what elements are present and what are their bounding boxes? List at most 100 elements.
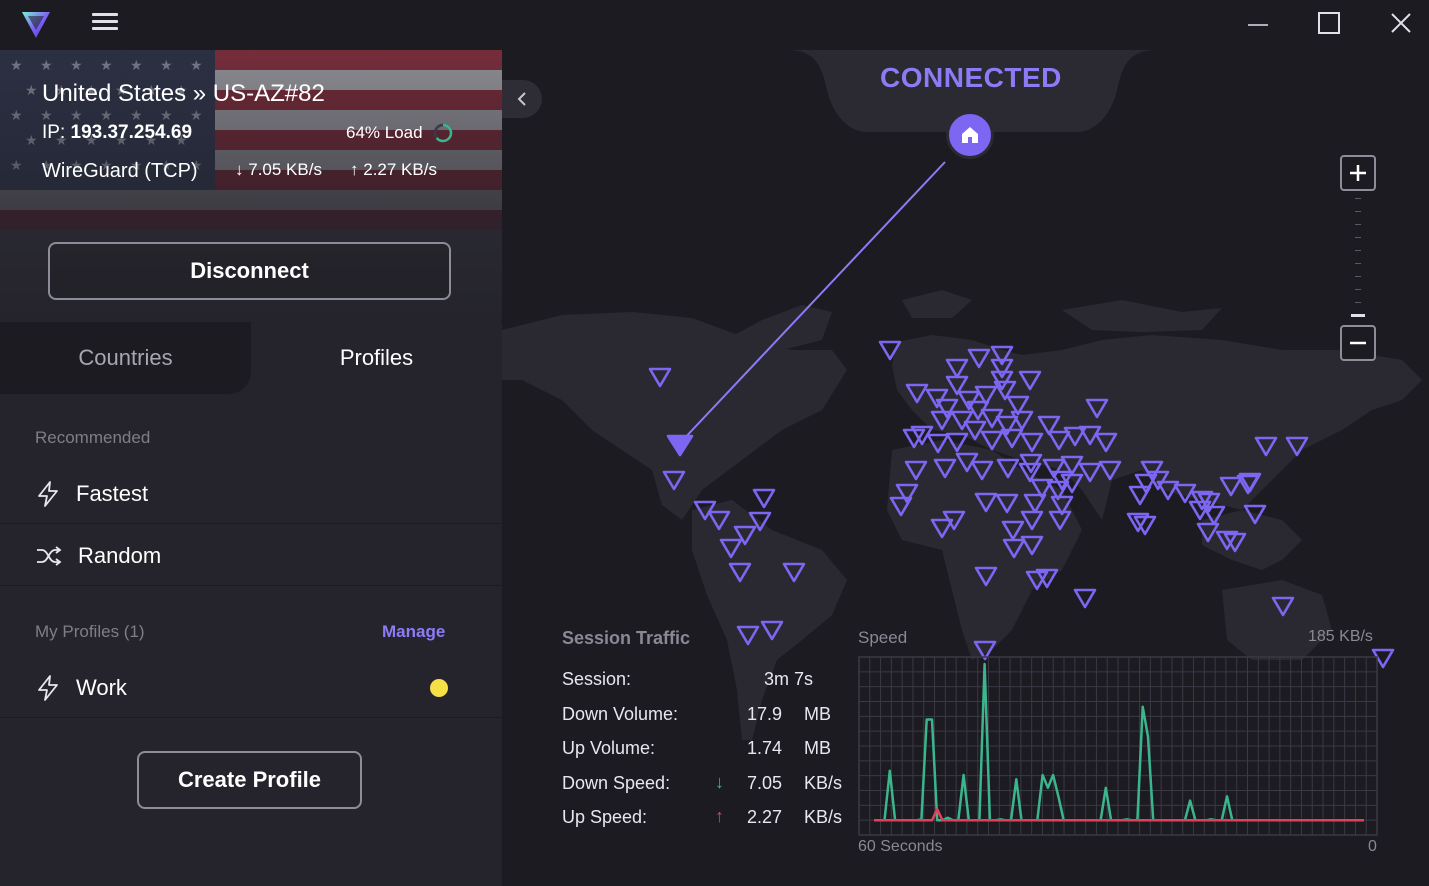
server-marker[interactable] xyxy=(752,488,776,509)
server-marker[interactable] xyxy=(1020,432,1044,453)
server-marker[interactable] xyxy=(1271,596,1295,617)
server-marker[interactable] xyxy=(1078,425,1102,446)
server-marker[interactable] xyxy=(748,511,772,532)
server-marker[interactable] xyxy=(1048,510,1072,531)
tab-countries[interactable]: Countries xyxy=(0,322,251,394)
server-marker[interactable] xyxy=(990,345,1014,366)
create-profile-button[interactable]: Create Profile xyxy=(137,751,362,809)
server-marker[interactable] xyxy=(889,496,913,517)
active-server-marker[interactable] xyxy=(666,434,694,457)
close-icon[interactable] xyxy=(1373,0,1429,46)
server-marker[interactable] xyxy=(1010,410,1034,431)
server-marker[interactable] xyxy=(693,500,717,521)
server-marker[interactable] xyxy=(733,525,757,546)
server-marker[interactable] xyxy=(1042,458,1066,479)
server-marker[interactable] xyxy=(1173,483,1197,504)
server-marker[interactable] xyxy=(970,460,994,481)
server-marker[interactable] xyxy=(974,492,998,513)
server-marker[interactable] xyxy=(993,380,1017,401)
server-marker[interactable] xyxy=(1018,462,1042,483)
disconnect-button[interactable]: Disconnect xyxy=(48,242,451,300)
server-marker[interactable] xyxy=(1018,370,1042,391)
profile-work[interactable]: Work xyxy=(0,658,502,718)
server-marker[interactable] xyxy=(1073,588,1097,609)
server-marker[interactable] xyxy=(935,398,959,419)
server-marker[interactable] xyxy=(955,452,979,473)
server-marker[interactable] xyxy=(1047,430,1071,451)
server-marker[interactable] xyxy=(1197,492,1221,513)
server-marker[interactable] xyxy=(1371,648,1395,669)
server-marker[interactable] xyxy=(782,562,806,583)
server-marker[interactable] xyxy=(904,460,928,481)
server-marker[interactable] xyxy=(902,428,926,449)
server-marker[interactable] xyxy=(707,510,731,531)
server-marker[interactable] xyxy=(1285,436,1309,457)
server-marker[interactable] xyxy=(942,510,966,531)
server-marker[interactable] xyxy=(895,483,919,504)
server-marker[interactable] xyxy=(967,348,991,369)
server-marker[interactable] xyxy=(1146,470,1170,491)
server-marker[interactable] xyxy=(910,425,934,446)
server-marker[interactable] xyxy=(1215,530,1239,551)
server-marker[interactable] xyxy=(926,433,950,454)
server-marker[interactable] xyxy=(995,493,1019,514)
maximize-icon[interactable] xyxy=(1301,0,1357,46)
server-marker[interactable] xyxy=(950,410,974,431)
server-marker[interactable] xyxy=(1140,460,1164,481)
server-marker[interactable] xyxy=(1223,532,1247,553)
server-marker[interactable] xyxy=(719,538,743,559)
server-marker[interactable] xyxy=(925,388,949,409)
server-marker[interactable] xyxy=(1190,490,1214,511)
server-marker[interactable] xyxy=(957,390,981,411)
server-marker[interactable] xyxy=(945,432,969,453)
server-marker[interactable] xyxy=(878,340,902,361)
server-marker[interactable] xyxy=(728,562,752,583)
server-marker[interactable] xyxy=(905,383,929,404)
server-marker[interactable] xyxy=(1046,480,1070,501)
server-marker[interactable] xyxy=(1030,478,1054,499)
zoom-out-button[interactable] xyxy=(1340,325,1376,361)
server-marker[interactable] xyxy=(945,375,969,396)
zoom-slider[interactable] xyxy=(1355,198,1361,316)
server-marker[interactable] xyxy=(1035,568,1059,589)
server-marker[interactable] xyxy=(1020,535,1044,556)
profile-random[interactable]: Random xyxy=(0,526,502,586)
server-marker[interactable] xyxy=(974,385,998,406)
server-marker[interactable] xyxy=(1002,538,1026,559)
menu-icon[interactable] xyxy=(92,10,118,36)
server-marker[interactable] xyxy=(963,420,987,441)
server-marker[interactable] xyxy=(1196,522,1220,543)
minimize-icon[interactable] xyxy=(1230,0,1286,46)
server-marker[interactable] xyxy=(760,620,784,641)
profile-fastest[interactable]: Fastest xyxy=(0,464,502,524)
server-marker[interactable] xyxy=(1063,426,1087,447)
server-marker[interactable] xyxy=(945,358,969,379)
server-marker[interactable] xyxy=(1126,512,1150,533)
server-marker[interactable] xyxy=(995,415,1019,436)
zoom-handle[interactable] xyxy=(1351,314,1365,317)
home-icon[interactable] xyxy=(946,111,994,159)
server-marker[interactable] xyxy=(1133,515,1157,536)
server-marker[interactable] xyxy=(933,458,957,479)
server-marker[interactable] xyxy=(662,470,686,491)
server-marker[interactable] xyxy=(1094,432,1118,453)
server-marker[interactable] xyxy=(980,430,1004,451)
server-marker[interactable] xyxy=(1098,460,1122,481)
server-marker[interactable] xyxy=(1156,480,1180,501)
server-marker[interactable] xyxy=(930,410,954,431)
tab-profiles[interactable]: Profiles xyxy=(339,345,414,370)
server-marker[interactable] xyxy=(1134,473,1158,494)
server-marker[interactable] xyxy=(1085,398,1109,419)
server-marker[interactable] xyxy=(1219,476,1243,497)
server-marker[interactable] xyxy=(736,625,760,646)
server-marker[interactable] xyxy=(1023,493,1047,514)
server-marker[interactable] xyxy=(1202,505,1226,526)
collapse-sidebar-icon[interactable] xyxy=(502,80,542,118)
server-marker[interactable] xyxy=(1128,485,1152,506)
server-marker[interactable] xyxy=(930,518,954,539)
world-map[interactable] xyxy=(502,50,1429,886)
manage-link[interactable]: Manage xyxy=(382,622,446,641)
server-marker[interactable] xyxy=(973,640,997,661)
server-marker[interactable] xyxy=(990,370,1014,391)
server-marker[interactable] xyxy=(1078,462,1102,483)
